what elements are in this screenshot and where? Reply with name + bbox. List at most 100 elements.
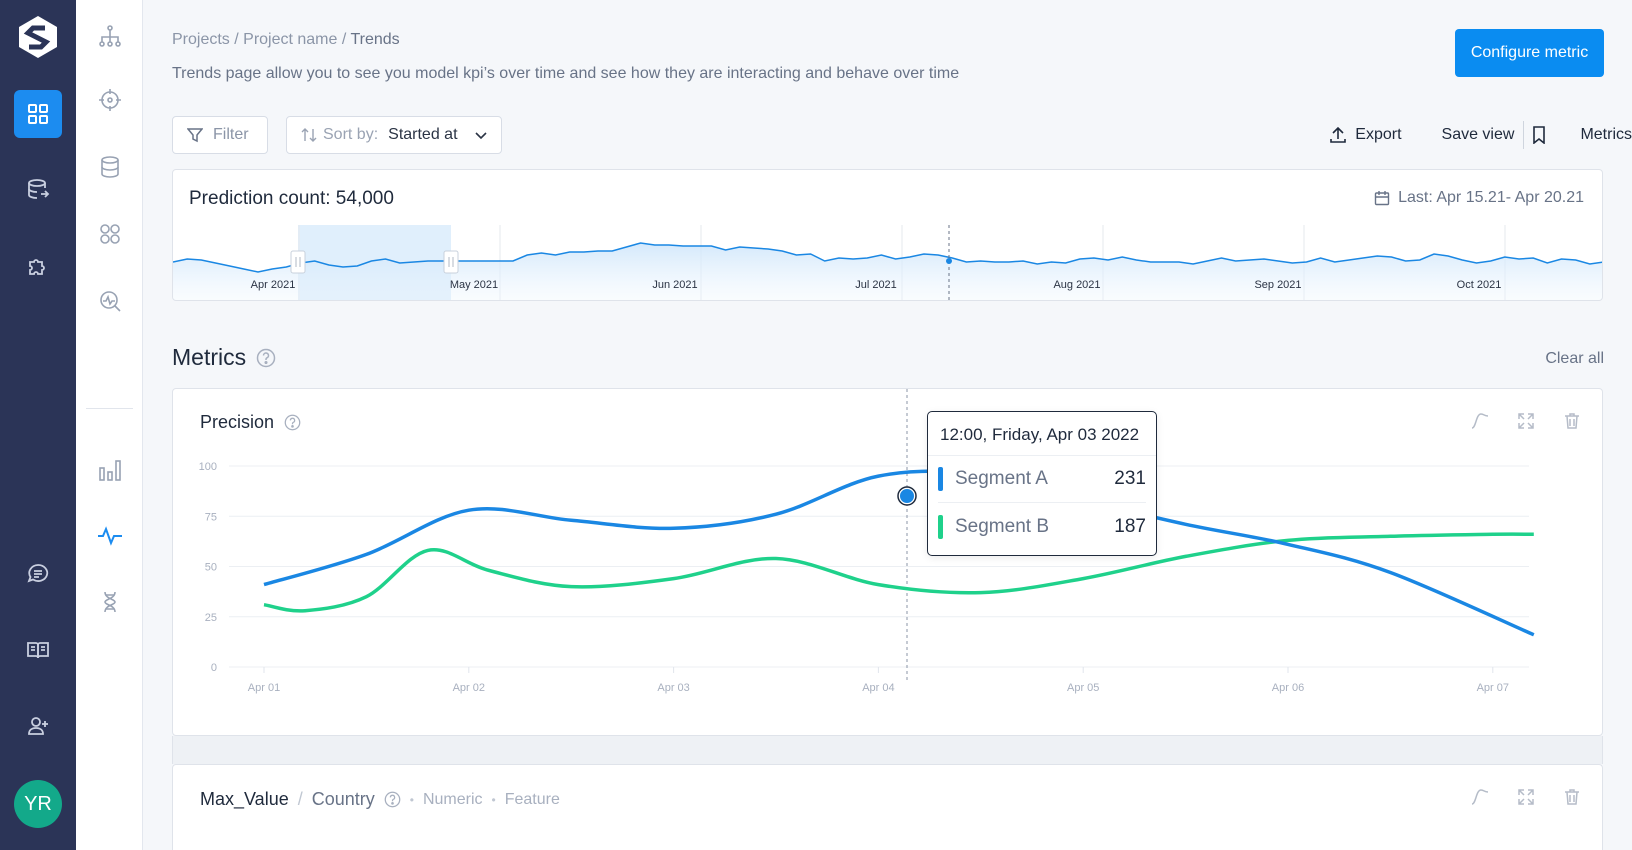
current-marker-dot — [946, 258, 952, 264]
nav-invite[interactable] — [14, 702, 62, 750]
bookmark-button[interactable] — [1532, 126, 1546, 144]
help-icon[interactable] — [284, 414, 301, 431]
trash-icon[interactable] — [1562, 787, 1582, 807]
sidebar-divider — [86, 408, 133, 409]
save-view-button[interactable]: Save view — [1442, 121, 1525, 149]
nav-integrations[interactable] — [14, 242, 62, 290]
x-tick-label: Apr 01 — [248, 682, 280, 694]
max-value-card-actions — [1470, 787, 1582, 807]
sub-nav-bar-chart[interactable] — [92, 452, 128, 488]
curve-icon[interactable] — [1470, 411, 1490, 431]
database-sync-icon — [28, 179, 50, 199]
sub-nav-trends[interactable] — [92, 518, 128, 554]
prediction-area — [173, 243, 1602, 300]
month-label: Apr 2021 — [251, 279, 296, 291]
bookmark-icon — [1533, 126, 1546, 144]
y-tick-label: 0 — [211, 662, 217, 674]
curve-icon[interactable] — [1470, 787, 1490, 807]
max-value-title: Max_Value / Country • Numeric • Feature — [200, 789, 560, 809]
segments-icon — [100, 224, 120, 244]
month-label: Jul 2021 — [855, 279, 897, 291]
upload-icon — [1330, 126, 1347, 143]
range-handle-left[interactable] — [290, 250, 306, 274]
activity-icon — [98, 526, 122, 546]
help-icon[interactable] — [384, 791, 401, 808]
prediction-timeline-chart[interactable]: Apr 2021 May 2021 Jun 2021 Jul 2021 Aug 2021… — [173, 225, 1603, 301]
month-label: Jun 2021 — [652, 279, 697, 291]
tooltip-swatch-a — [938, 467, 943, 491]
sub-nav-target[interactable] — [92, 82, 128, 118]
breadcrumb-current: Trends — [350, 31, 400, 48]
nav-data[interactable] — [14, 166, 62, 214]
breadcrumb-projects[interactable]: Projects — [172, 31, 230, 48]
calendar-icon — [1374, 191, 1390, 206]
expand-icon[interactable] — [1516, 787, 1536, 807]
nav-dashboard[interactable] — [14, 90, 62, 138]
add-user-icon — [28, 717, 48, 735]
series-segment-b[interactable] — [263, 532, 1534, 613]
clear-all-button[interactable]: Clear all — [1545, 350, 1604, 367]
prediction-count-title: Prediction count: 54,000 — [189, 188, 394, 209]
metrics-heading: Metrics — [172, 344, 276, 371]
breadcrumb-project[interactable]: Project name — [243, 31, 338, 48]
prediction-count-card: Prediction count: 54,000 Last: Apr 15.21… — [172, 169, 1603, 301]
expand-icon[interactable] — [1516, 411, 1536, 431]
metrics-button[interactable]: Metrics — [1580, 126, 1632, 143]
target-icon — [99, 89, 121, 111]
y-tick-label: 25 — [205, 612, 217, 624]
month-label: Aug 2021 — [1053, 279, 1100, 291]
precision-chart[interactable]: 0 25 50 75 100 Apr 01 Apr 02 Apr 03 Apr 04 Apr 0… — [173, 389, 1604, 737]
secondary-sidebar — [76, 0, 143, 850]
filter-icon — [187, 128, 203, 143]
brand-logo[interactable] — [16, 14, 60, 60]
chat-icon — [27, 564, 49, 583]
main-content: Projects / Project name / Trends Trends … — [143, 0, 1632, 850]
date-range-picker[interactable]: Last: Apr 15.21- Apr 20.21 — [1374, 189, 1584, 207]
chart-tooltip: 12:00, Friday, Apr 03 2022 Segment A 231… — [927, 411, 1157, 556]
avatar[interactable]: YR — [14, 780, 62, 828]
sort-icon — [301, 128, 317, 142]
precision-title: Precision — [200, 412, 301, 433]
x-tick-label: Apr 05 — [1067, 682, 1099, 694]
sub-nav-dna[interactable] — [92, 584, 128, 620]
month-label: May 2021 — [450, 279, 498, 291]
x-tick-label: Apr 03 — [657, 682, 689, 694]
sort-dropdown[interactable]: Sort by: Started at — [286, 116, 502, 154]
precision-metric-card: 0 25 50 75 100 Apr 01 Apr 02 Apr 03 Apr 04 Apr 0… — [172, 388, 1603, 736]
y-tick-label: 75 — [205, 511, 217, 523]
tooltip-swatch-b — [938, 514, 943, 539]
x-tick-label: Apr 02 — [453, 682, 485, 694]
bar-chart-icon — [99, 460, 121, 481]
sort-value: Started at — [388, 126, 458, 143]
series-segment-a[interactable] — [263, 469, 1535, 637]
x-tick-label: Apr 06 — [1272, 682, 1304, 694]
y-tick-label: 50 — [205, 562, 217, 574]
x-tick-label: Apr 04 — [862, 682, 894, 694]
nav-docs[interactable] — [14, 626, 62, 674]
dna-icon — [104, 591, 116, 613]
view-toolbar: Export Save view Metrics — [1329, 118, 1632, 152]
tooltip-row: Segment A 231 — [938, 456, 1146, 503]
range-handle-right[interactable] — [443, 250, 459, 274]
hover-point[interactable] — [898, 487, 916, 505]
card-separator — [172, 736, 1603, 764]
help-icon[interactable] — [256, 348, 276, 368]
configure-metric-button[interactable]: Configure metric — [1455, 29, 1604, 77]
sub-nav-search-chart[interactable] — [92, 283, 128, 319]
export-button[interactable]: Export — [1329, 126, 1402, 144]
primary-sidebar: YR — [0, 0, 76, 850]
sub-nav-segments[interactable] — [92, 216, 128, 252]
sub-nav-database[interactable] — [92, 149, 128, 185]
filter-button[interactable]: Filter — [172, 116, 268, 154]
month-label: Oct 2021 — [1457, 279, 1502, 291]
trash-icon[interactable] — [1562, 411, 1582, 431]
nav-chat[interactable] — [14, 550, 62, 598]
book-icon — [27, 642, 49, 659]
x-tick-label: Apr 07 — [1477, 682, 1509, 694]
precision-card-actions — [1470, 411, 1582, 431]
max-value-metric-card: Max_Value / Country • Numeric • Feature — [172, 764, 1603, 850]
sub-nav-hierarchy[interactable] — [92, 18, 128, 54]
database-icon — [101, 156, 119, 178]
prediction-line — [173, 242, 1602, 273]
month-label: Sep 2021 — [1254, 279, 1301, 291]
